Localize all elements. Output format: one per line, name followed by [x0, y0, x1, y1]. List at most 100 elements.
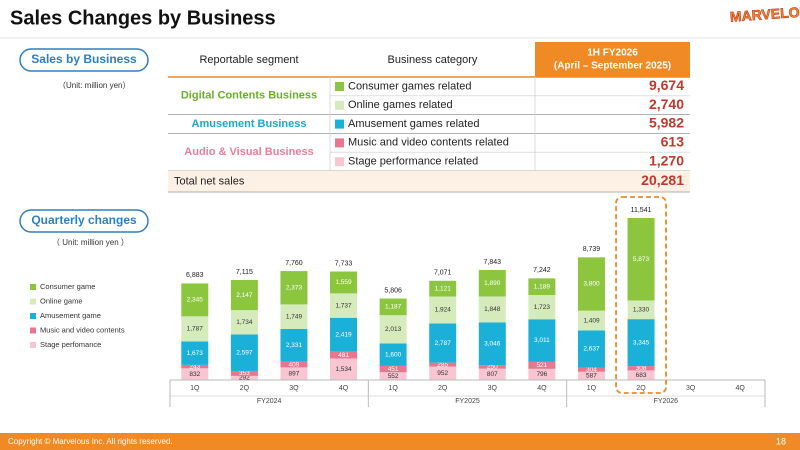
pill: [19, 48, 149, 72]
bar-segment: [577, 257, 605, 311]
total-label: 8,739: [583, 246, 601, 253]
total-value: 20,281: [641, 172, 684, 188]
period-range: (April – September 2025): [554, 61, 671, 72]
total-label: 11,541: [631, 207, 652, 214]
bar-label: 285: [437, 361, 448, 368]
bar-label: 587: [586, 373, 597, 380]
bar-segment: [181, 316, 209, 342]
bar-label: 796: [536, 371, 547, 378]
title: Sales Changes by Business: [10, 7, 276, 29]
bar-label: 304: [586, 366, 597, 373]
category: Amusement games related: [348, 118, 479, 130]
total-label: 7,843: [484, 259, 502, 266]
bar-label: 2,013: [385, 326, 402, 333]
bar-segment: [627, 366, 655, 371]
bar-label: 353: [239, 370, 250, 377]
bar-segment: [330, 271, 358, 294]
bar-segment: [429, 280, 457, 297]
bar-segment: [181, 364, 209, 369]
group-label: FY2024: [257, 398, 282, 405]
category-swatch: [335, 119, 344, 129]
x-tick-label: 4Q: [537, 385, 547, 392]
bar-label: 1,534: [335, 366, 352, 373]
bar-segment: [528, 278, 556, 296]
bar-segment: [429, 323, 457, 363]
bar-segment: [627, 370, 655, 380]
period-header: [535, 42, 690, 77]
bar-label: 2,597: [236, 349, 253, 356]
logo: MARVELOUS: [729, 2, 800, 25]
pill: [19, 209, 149, 233]
x-tick-label: 1Q: [190, 385, 200, 392]
bar-label: 2,345: [187, 297, 204, 304]
total-label: 6,883: [186, 272, 204, 279]
bar-segment: [330, 317, 358, 352]
bar-segment: [577, 330, 605, 368]
bar-label: 243: [189, 363, 200, 370]
bar-label: 1,187: [385, 304, 402, 311]
bar-label: 292: [239, 375, 250, 382]
bar-label: 1,737: [335, 302, 352, 309]
bar-segment: [181, 341, 209, 365]
legend-swatch: [30, 284, 36, 290]
total-label: 5,806: [384, 287, 402, 294]
bar-segment: [528, 319, 556, 362]
bar-label: 1,734: [236, 319, 253, 326]
x-tick-label: 1Q: [388, 385, 398, 392]
bar-segment: [429, 362, 457, 367]
legend-label: Online game: [40, 296, 83, 305]
category-swatch: [335, 100, 344, 110]
bar-segment: [627, 300, 655, 320]
bar-label: 3,345: [633, 339, 650, 346]
pill-text: Sales by Business: [31, 52, 137, 66]
bar-segment: [230, 310, 258, 335]
unit: （Unit: million yen）: [58, 81, 130, 90]
bar-label: 2,331: [286, 342, 303, 349]
bar-label: 1,890: [484, 280, 501, 287]
bar-segment: [280, 304, 308, 329]
bar-label: 3,800: [583, 281, 600, 288]
legend-swatch: [30, 313, 36, 319]
bar-segment: [379, 365, 407, 373]
value: 2,740: [649, 96, 684, 112]
bar-segment: [478, 365, 506, 369]
group-label: FY2025: [455, 398, 480, 405]
bar-segment: [230, 280, 258, 311]
bar-segment: [627, 319, 655, 367]
bar-segment: [181, 368, 209, 380]
bar-segment: [429, 366, 457, 380]
legend-label: Consumer game: [40, 282, 95, 291]
unit: （ Unit: million yen ）: [52, 238, 129, 247]
bar-label: 1,673: [187, 350, 204, 357]
bar-segment: [280, 367, 308, 380]
value: 5,982: [649, 115, 684, 131]
bar-label: 1,121: [435, 285, 452, 292]
bar-label: 1,787: [187, 326, 204, 333]
bar-segment: [330, 358, 358, 380]
bar-segment: [230, 375, 258, 380]
column-header: Business category: [388, 54, 478, 66]
value: 613: [661, 134, 685, 150]
value: 1,270: [649, 152, 684, 168]
segment: Audio & Visual Business: [184, 146, 313, 158]
bar-segment: [627, 218, 655, 301]
total-label: 7,760: [285, 260, 303, 267]
category: Consumer games related: [348, 80, 472, 92]
logo-text: MARVELOUS: [729, 3, 800, 25]
x-tick-label: 4Q: [736, 385, 746, 392]
total-label: 7,733: [335, 260, 353, 267]
bar-segment: [230, 334, 258, 371]
bar-segment: [330, 351, 358, 359]
bar-label: 521: [536, 362, 547, 369]
bar-segment: [230, 370, 258, 376]
page-number: 18: [776, 436, 786, 446]
bar-segment: [528, 361, 556, 369]
legend-swatch: [30, 342, 36, 348]
bar-segment: [330, 293, 358, 318]
bar-label: 552: [388, 373, 399, 380]
bar-label: 2,637: [583, 346, 600, 353]
bar-label: 451: [388, 366, 399, 373]
bar-label: 1,409: [583, 317, 600, 324]
x-tick-label: 3Q: [488, 385, 498, 392]
